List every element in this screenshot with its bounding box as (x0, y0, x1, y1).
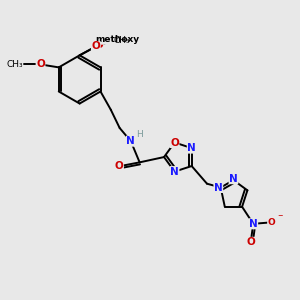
Text: CH₃: CH₃ (113, 36, 130, 45)
Text: O: O (36, 59, 45, 69)
Text: O: O (94, 40, 103, 50)
Text: N: N (214, 182, 223, 193)
Text: O: O (115, 161, 123, 171)
Text: CH₃: CH₃ (6, 60, 23, 69)
Text: O: O (170, 137, 179, 148)
Text: O: O (92, 41, 100, 52)
Text: N: N (249, 219, 258, 229)
Text: N: N (229, 174, 238, 184)
Text: methoxy: methoxy (95, 35, 139, 44)
Text: N: N (126, 136, 135, 146)
Text: ⁻: ⁻ (277, 213, 283, 223)
Text: O: O (268, 218, 275, 227)
Text: O: O (247, 237, 255, 247)
Text: N: N (187, 143, 196, 153)
Text: H: H (136, 130, 142, 139)
Text: N: N (170, 167, 179, 177)
